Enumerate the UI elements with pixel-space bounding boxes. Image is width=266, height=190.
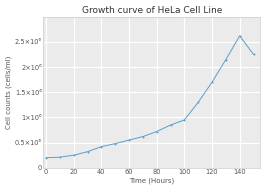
Y-axis label: Cell counts (cells/ml): Cell counts (cells/ml) [6,55,12,129]
Title: Growth curve of HeLa Cell Line: Growth curve of HeLa Cell Line [82,6,222,15]
X-axis label: Time (Hours): Time (Hours) [129,178,174,184]
